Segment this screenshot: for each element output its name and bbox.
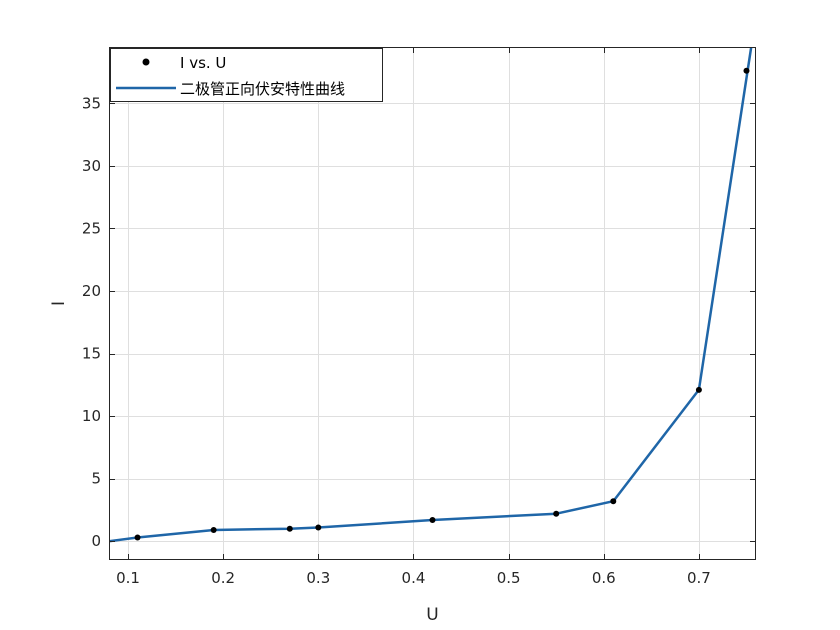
y-tick-label: 15: [82, 345, 101, 363]
x-tick-label: 0.4: [402, 569, 426, 587]
curve-line: [109, 47, 753, 543]
data-point: [429, 516, 436, 523]
data-point: [695, 386, 702, 393]
data-point: [553, 510, 560, 517]
grid: [109, 47, 756, 560]
legend-box: [110, 48, 383, 102]
ticks: 0.1 0.2 0.3 0.4 0.5 0.6 0.7 0 5 10 15 20 25 30 35: [82, 47, 756, 587]
y-tick-label: 25: [82, 219, 101, 237]
x-tick-label: 0.5: [497, 569, 521, 587]
series-layer: [109, 47, 753, 543]
data-point: [134, 534, 141, 541]
legend: I vs. U 二极管正向伏安特性曲线: [110, 48, 383, 102]
legend-marker-icon: [142, 58, 150, 66]
legend-entry-curve: 二极管正向伏安特性曲线: [180, 80, 345, 98]
y-tick-label: 20: [82, 282, 101, 300]
legend-entry-markers: I vs. U: [180, 54, 226, 72]
plot-frame: [109, 47, 756, 560]
y-tick-label: 30: [82, 157, 101, 175]
y-tick-label: 35: [82, 94, 101, 112]
x-tick-label: 0.6: [592, 569, 616, 587]
x-tick-label: 0.3: [306, 569, 330, 587]
data-point: [315, 524, 322, 531]
y-tick-label: 5: [91, 470, 101, 488]
x-tick-label: 0.2: [211, 569, 235, 587]
y-axis-label: I: [49, 301, 69, 306]
y-tick-label: 0: [91, 532, 101, 550]
data-point: [286, 525, 293, 532]
data-point: [610, 498, 617, 505]
x-tick-label: 0.7: [687, 569, 711, 587]
x-tick-label: 0.1: [116, 569, 140, 587]
data-point: [210, 526, 217, 533]
data-point: [743, 67, 750, 74]
plot-area: [109, 47, 756, 560]
y-tick-label: 10: [82, 407, 101, 425]
x-axis-label: U: [426, 605, 438, 625]
